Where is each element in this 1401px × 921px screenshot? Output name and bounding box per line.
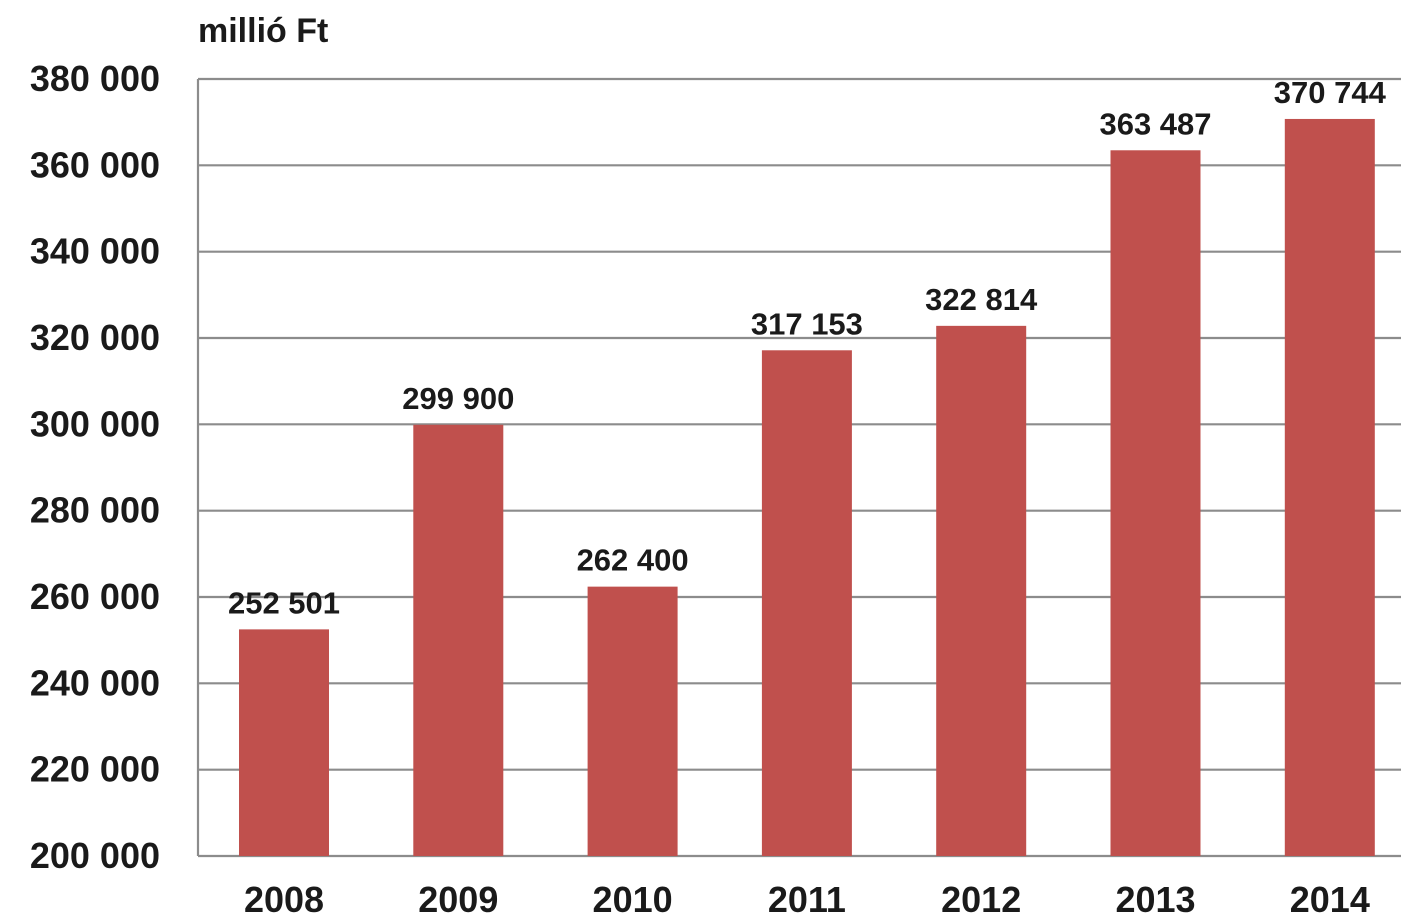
bar-2012 xyxy=(936,325,1027,856)
y-axis-unit-label: millió Ft xyxy=(198,12,328,50)
data-labels: 252 501 299 900 262 400 317 153 322 814 363 4… xyxy=(228,75,1387,620)
x-axis-tick-labels: 2008 2009 2010 2011 2012 2013 2014 xyxy=(244,879,1370,920)
x-tick-label-2010: 2010 xyxy=(593,879,673,920)
data-label-2010: 262 400 xyxy=(577,543,689,578)
bar-2010 xyxy=(587,586,678,856)
x-tick-label-2012: 2012 xyxy=(941,879,1021,920)
bars xyxy=(239,118,1375,856)
y-axis-tick-labels: 200 000 220 000 240 000 260 000 280 000 300 0… xyxy=(30,58,160,876)
x-tick-label-2008: 2008 xyxy=(244,879,324,920)
y-tick-label: 380 000 xyxy=(30,58,160,99)
y-tick-label: 280 000 xyxy=(30,490,160,531)
data-label-2008: 252 501 xyxy=(228,585,340,620)
x-tick-label-2011: 2011 xyxy=(768,879,846,920)
bar-2009 xyxy=(413,424,504,856)
y-tick-label: 300 000 xyxy=(30,403,160,444)
y-tick-label: 240 000 xyxy=(30,662,160,703)
bar-2011 xyxy=(761,350,852,856)
bar-2014 xyxy=(1284,118,1375,856)
data-label-2014: 370 744 xyxy=(1274,75,1387,110)
y-tick-label: 220 000 xyxy=(30,749,160,790)
x-tick-label-2009: 2009 xyxy=(418,879,498,920)
bar-2008 xyxy=(239,629,329,856)
y-tick-label: 200 000 xyxy=(30,835,160,876)
x-tick-label-2013: 2013 xyxy=(1115,879,1195,920)
data-label-2012: 322 814 xyxy=(925,282,1038,317)
y-tick-label: 360 000 xyxy=(30,144,160,185)
bar-2013 xyxy=(1110,150,1201,856)
x-tick-label-2014: 2014 xyxy=(1290,879,1370,920)
y-tick-label: 320 000 xyxy=(30,317,160,358)
data-label-2009: 299 900 xyxy=(402,381,514,416)
data-label-2013: 363 487 xyxy=(1099,106,1211,141)
y-tick-label: 340 000 xyxy=(30,231,160,272)
data-label-2011: 317 153 xyxy=(751,306,863,341)
y-tick-label: 260 000 xyxy=(30,576,160,617)
